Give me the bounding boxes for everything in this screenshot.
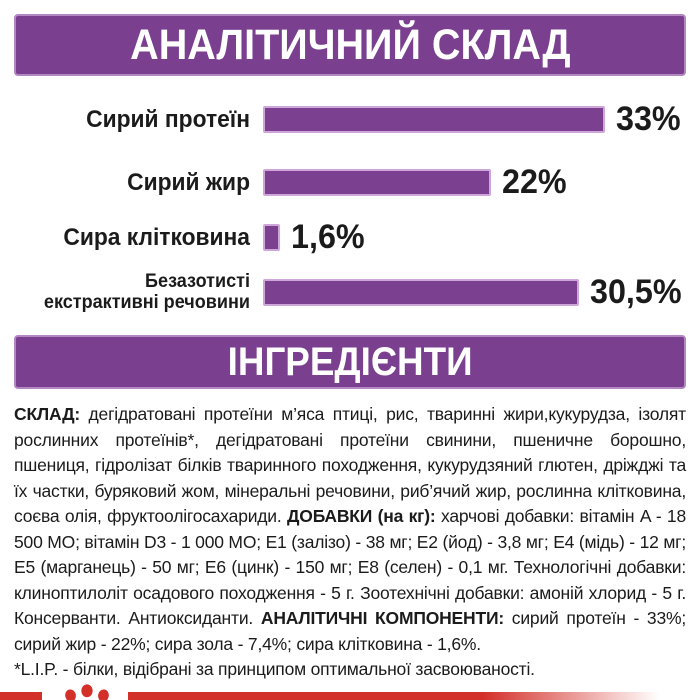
bar-nitrogen-free-extract: [263, 278, 580, 306]
lip-footnote: *L.I.P. - білки, відібрані за принципом …: [14, 659, 535, 679]
royal-canin-crown-icon: [65, 683, 109, 700]
bar-crude-protein: [263, 106, 606, 133]
bar-label-nitrogen-free-extract: Безазотисті екстрактивні речовини: [43, 271, 250, 313]
bar-value-crude-fiber: 1,6%: [290, 218, 365, 256]
bar-label-crude-fiber: Сира клітковина: [63, 223, 250, 251]
composition-label: СКЛАД:: [14, 404, 80, 424]
red-stripe-left: [0, 691, 42, 700]
additives-text: харчові добавки: вітамін A - 18 500 МО; …: [14, 506, 686, 628]
composition-bar-chart: Сирий протеїн 33% Сирий жир 22% Сира клі…: [0, 76, 700, 327]
ingredients-paragraph: СКЛАД: дегідратовані протеїни м’яса птиц…: [14, 402, 686, 657]
brand-footer: [0, 683, 700, 700]
ingredients-header: ІНГРЕДІЄНТИ: [14, 335, 686, 389]
bar-value-crude-fat: 22%: [502, 163, 567, 201]
additives-label: ДОБАВКИ (на кг):: [287, 506, 436, 526]
bar-crude-fiber: [263, 224, 280, 251]
chart-row-crude-fat: Сирий жир 22%: [14, 163, 686, 202]
composition-text: дегідратовані протеїни м’яса птиці, рис,…: [14, 404, 686, 526]
bar-label-crude-fat: Сирий жир: [127, 168, 250, 196]
analytical-composition-header: АНАЛІТИЧНИЙ СКЛАД: [14, 14, 686, 76]
analytical-composition-title: АНАЛІТИЧНИЙ СКЛАД: [129, 20, 571, 69]
ingredients-title: ІНГРЕДІЄНТИ: [227, 339, 473, 384]
bar-value-nitrogen-free-extract: 30,5%: [590, 272, 682, 311]
red-stripe-right: [128, 691, 700, 700]
bar-value-crude-protein: 33%: [616, 100, 681, 138]
chart-row-crude-protein: Сирий протеїн 33%: [14, 100, 686, 139]
bar-crude-fat: [263, 169, 492, 196]
chart-row-crude-fiber: Сира клітковина 1,6%: [14, 218, 686, 257]
analytical-components-text: сирий протеїн - 33%; сирий жир - 22%; си…: [14, 608, 687, 654]
bar-label-crude-protein: Сирий протеїн: [86, 105, 250, 133]
chart-row-nitrogen-free-extract: Безазотисті екстрактивні речовини 30,5%: [14, 271, 686, 313]
analytical-components-label: АНАЛІТИЧНІ КОМПОНЕНТИ:: [260, 608, 504, 628]
